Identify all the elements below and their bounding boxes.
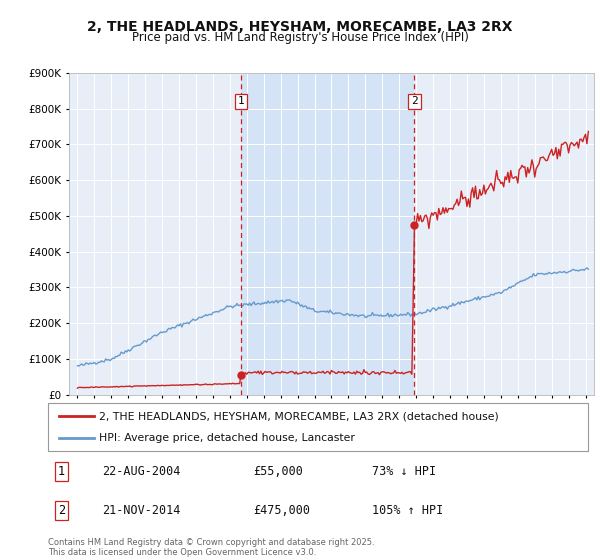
Text: 22-AUG-2004: 22-AUG-2004 (102, 465, 181, 478)
Text: £475,000: £475,000 (253, 504, 310, 517)
Bar (241, 73, 415, 395)
Text: 2, THE HEADLANDS, HEYSHAM, MORECAMBE, LA3 2RX: 2, THE HEADLANDS, HEYSHAM, MORECAMBE, LA… (87, 20, 513, 34)
Text: 2: 2 (411, 96, 418, 106)
Text: 73% ↓ HPI: 73% ↓ HPI (372, 465, 436, 478)
FancyBboxPatch shape (48, 403, 588, 451)
Text: Price paid vs. HM Land Registry's House Price Index (HPI): Price paid vs. HM Land Registry's House … (131, 31, 469, 44)
Text: 1: 1 (238, 96, 244, 106)
Text: 21-NOV-2014: 21-NOV-2014 (102, 504, 181, 517)
Text: 2: 2 (58, 504, 65, 517)
Text: 105% ↑ HPI: 105% ↑ HPI (372, 504, 443, 517)
Text: HPI: Average price, detached house, Lancaster: HPI: Average price, detached house, Lanc… (100, 433, 355, 443)
Text: 1: 1 (58, 465, 65, 478)
Text: £55,000: £55,000 (253, 465, 303, 478)
Text: Contains HM Land Registry data © Crown copyright and database right 2025.
This d: Contains HM Land Registry data © Crown c… (48, 538, 374, 557)
Text: 2, THE HEADLANDS, HEYSHAM, MORECAMBE, LA3 2RX (detached house): 2, THE HEADLANDS, HEYSHAM, MORECAMBE, LA… (100, 411, 499, 421)
